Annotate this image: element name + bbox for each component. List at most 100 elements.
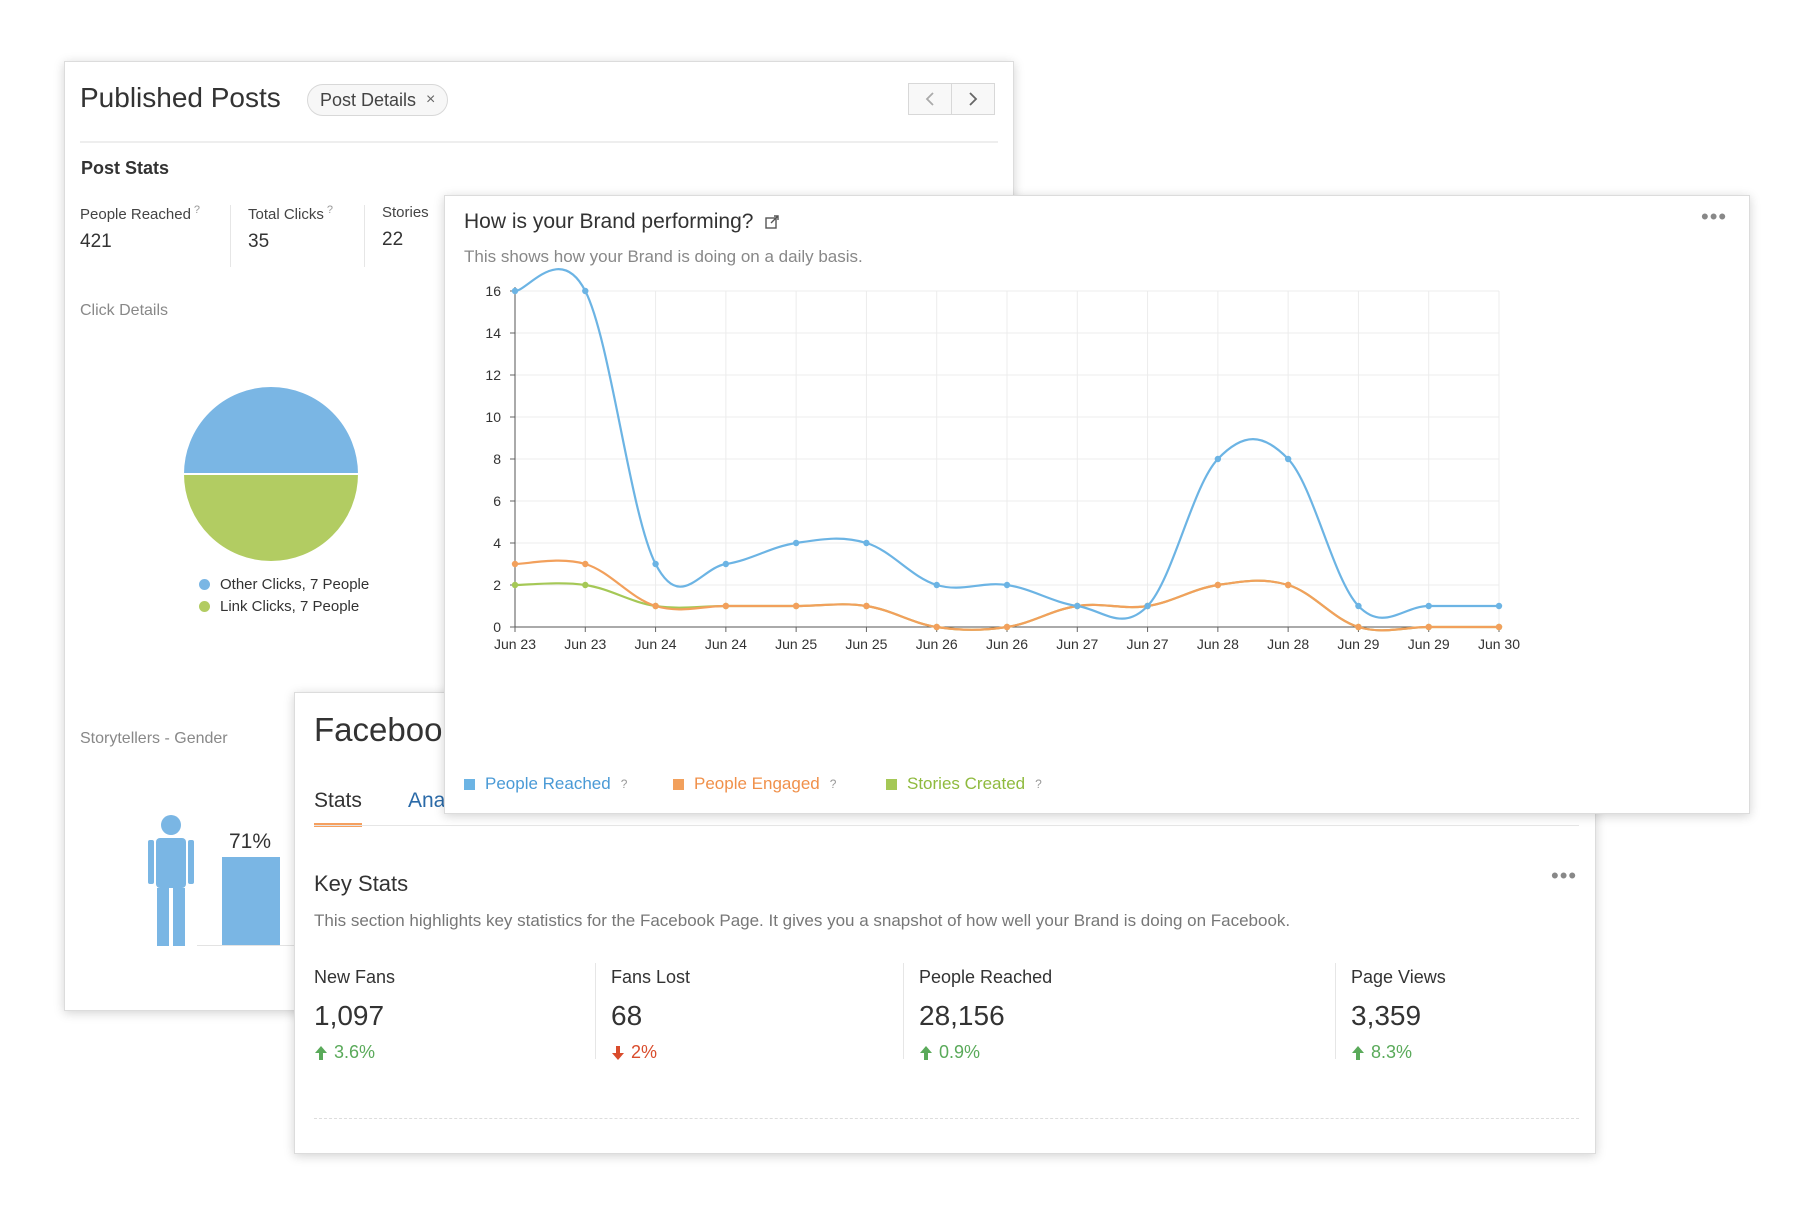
y-tick-label: 4 [493,535,501,551]
pie-legend-link: Link Clicks, 7 People [199,598,359,615]
legend-people-engaged[interactable]: People Engaged ? [673,774,836,794]
data-point[interactable] [1284,581,1292,589]
data-point[interactable] [582,560,589,568]
brand-title-row: How is your Brand performing? [464,210,780,234]
click-details-title: Click Details [80,302,169,319]
brand-title: How is your Brand performing? [464,210,754,233]
data-point[interactable] [1003,623,1011,631]
stat-change: 0.9% [919,1042,1052,1063]
y-tick-label: 16 [485,283,501,299]
data-point[interactable] [933,623,940,631]
stat-label: People Reached [919,967,1053,987]
data-point[interactable] [1214,455,1222,463]
divider [595,963,596,1059]
pie-slice[interactable] [181,473,361,563]
x-tick-label: Jun 26 [986,636,1028,652]
next-button[interactable] [952,83,995,115]
help-icon[interactable]: ? [620,777,628,791]
stat-value: 28,156 [919,1000,1005,1031]
stat-value: 22 [382,229,404,250]
data-point[interactable] [1425,602,1432,610]
more-options-icon[interactable]: ••• [1701,204,1728,229]
tab-analytics[interactable]: Ana [408,789,446,812]
data-point[interactable] [1355,623,1362,631]
arrow-up-icon [315,1045,327,1060]
y-tick-label: 0 [493,619,501,635]
legend-swatch [199,579,210,590]
legend-people-reached[interactable]: People Reached ? [464,774,627,794]
gender-percent: 71% [229,830,272,853]
change-value: 0.9% [939,1042,981,1062]
data-point[interactable] [1144,602,1151,610]
y-tick-label: 12 [485,367,501,383]
change-value: 3.6% [334,1042,376,1062]
x-tick-label: Jun 25 [845,636,887,652]
data-point[interactable] [582,581,589,589]
key-stats-title: Key Stats [314,871,409,896]
data-point[interactable] [1425,623,1432,631]
help-icon[interactable]: ? [829,777,837,791]
x-tick-label: Jun 27 [1056,636,1098,652]
stat-value: 3,359 [1351,1000,1422,1031]
male-person-icon [148,815,194,946]
data-point[interactable] [1495,623,1503,631]
stat-label: Stories [382,204,429,221]
y-tick-label: 10 [485,409,501,425]
legend-swatch [673,778,684,790]
external-link-icon[interactable] [765,215,780,229]
data-point[interactable] [582,287,589,295]
stat-label: Total Clicks [248,206,324,223]
stat-new-fans: New Fans 1,097 3.6% [314,967,395,1063]
data-point[interactable] [1284,455,1292,463]
data-point[interactable] [1495,602,1503,610]
section-divider [314,1118,1579,1119]
help-icon[interactable]: ? [193,204,201,216]
legend-stories-created[interactable]: Stories Created ? [886,774,1042,794]
stat-page-views: Page Views 3,359 8.3% [1351,967,1446,1063]
x-tick-label: Jun 25 [775,636,817,652]
legend-label: Link Clicks, 7 People [220,598,360,615]
change-value: 2% [631,1042,658,1062]
data-point[interactable] [511,581,519,589]
stat-change: 2% [611,1042,690,1063]
y-tick-label: 6 [493,493,501,509]
divider [364,205,365,267]
data-point[interactable] [1355,602,1362,610]
storytellers-gender-title: Storytellers - Gender [80,730,228,747]
x-tick-label: Jun 24 [635,636,677,652]
data-point[interactable] [511,287,519,295]
data-point[interactable] [792,602,800,610]
brand-line-chart: 0 2 4 6 8 10 12 14 16 Jun 23 Jun 23 Jun 24 Jun 24 Jun… [485,268,1520,652]
y-tick-label: 8 [493,451,501,467]
data-point[interactable] [863,539,870,547]
more-options-icon[interactable]: ••• [1551,863,1578,888]
help-icon[interactable]: ? [326,204,333,216]
chevron-right-icon [969,92,978,106]
legend-label: People Engaged [694,774,820,793]
tab-stats[interactable]: Stats [314,789,362,827]
x-tick-label: Jun 23 [494,636,536,652]
x-tick-label: Jun 26 [916,636,958,652]
post-details-filter[interactable]: Post Details × [307,84,449,116]
data-point[interactable] [1003,581,1011,589]
chevron-left-icon [925,92,934,106]
data-point[interactable] [511,560,519,568]
legend-label: Stories Created [907,774,1026,793]
x-tick-label: Jun 27 [1127,636,1169,652]
data-point[interactable] [652,602,659,610]
pie-slice[interactable] [181,385,361,475]
data-point[interactable] [933,581,940,589]
data-point[interactable] [792,539,800,547]
data-point[interactable] [722,560,730,568]
data-point[interactable] [1214,581,1222,589]
stat-people-reached: People Reached 28,156 0.9% [919,967,1052,1063]
data-point[interactable] [722,602,730,610]
data-point[interactable] [1074,602,1081,610]
data-point[interactable] [863,602,870,610]
stat-change: 8.3% [1351,1042,1446,1063]
stat-label: Page Views [1351,967,1446,987]
help-icon[interactable]: ? [1035,777,1042,791]
close-icon[interactable]: × [426,91,436,108]
data-point[interactable] [652,560,659,568]
prev-button[interactable] [908,83,952,115]
